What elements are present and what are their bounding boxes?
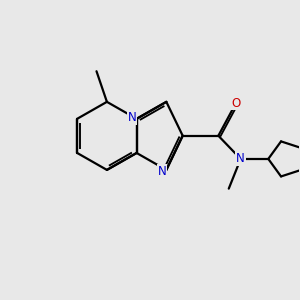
Text: O: O [232,97,241,110]
Text: N: N [236,152,245,165]
Text: N: N [158,165,166,178]
Text: N: N [128,111,136,124]
